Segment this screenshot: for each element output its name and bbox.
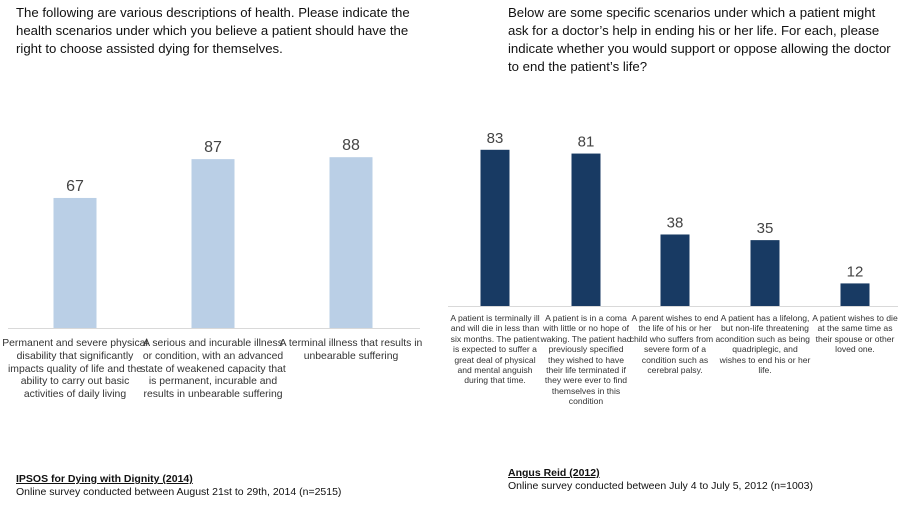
right-category-label-5: A patient wishes to die at the same time…	[812, 313, 898, 355]
right-source: Angus Reid (2012) Online survey conducte…	[508, 467, 813, 493]
left-bar-3	[329, 157, 373, 328]
left-bar-1	[53, 197, 97, 328]
left-value-label-2: 87	[204, 139, 222, 156]
right-category-label-4: A patient has a lifelong, but non-life t…	[719, 313, 811, 376]
left-source-title: IPSOS for Dying with Dignity (2014)	[16, 473, 193, 485]
left-category-label-1: Permanent and severe physical disability…	[2, 338, 148, 401]
right-bar-4	[750, 240, 780, 306]
right-bar-5	[840, 283, 870, 306]
right-bar-3	[660, 234, 690, 306]
left-value-label-1: 67	[66, 178, 84, 195]
right-category-label-2: A patient is in a coma with little or no…	[540, 313, 632, 407]
left-source: IPSOS for Dying with Dignity (2014) Onli…	[16, 473, 341, 499]
right-value-label-4: 35	[757, 220, 774, 237]
left-category-label-2: A serious and incurable illness or condi…	[140, 338, 286, 401]
right-bar-2	[571, 153, 601, 306]
right-category-label-1: A patient is terminally ill and will die…	[450, 313, 540, 386]
right-source-title: Angus Reid (2012)	[508, 467, 600, 479]
left-question-text: The following are various descriptions o…	[16, 5, 410, 56]
left-bar-2	[191, 159, 235, 328]
right-value-label-3: 38	[667, 214, 684, 231]
right-value-label-2: 81	[578, 134, 595, 151]
right-value-label-1: 83	[487, 130, 504, 147]
left-category-label-3: A terminal illness that results in unbea…	[279, 338, 423, 362]
left-value-label-3: 88	[342, 137, 360, 154]
right-question-text: Below are some specific scenarios under …	[508, 5, 891, 74]
right-value-label-5: 12	[847, 263, 864, 280]
right-category-label-3: A parent wishes to end the life of his o…	[629, 313, 721, 376]
right-source-note: Online survey conducted between July 4 t…	[508, 480, 813, 492]
left-source-note: Online survey conducted between August 2…	[16, 486, 342, 498]
right-bar-1	[480, 149, 510, 306]
